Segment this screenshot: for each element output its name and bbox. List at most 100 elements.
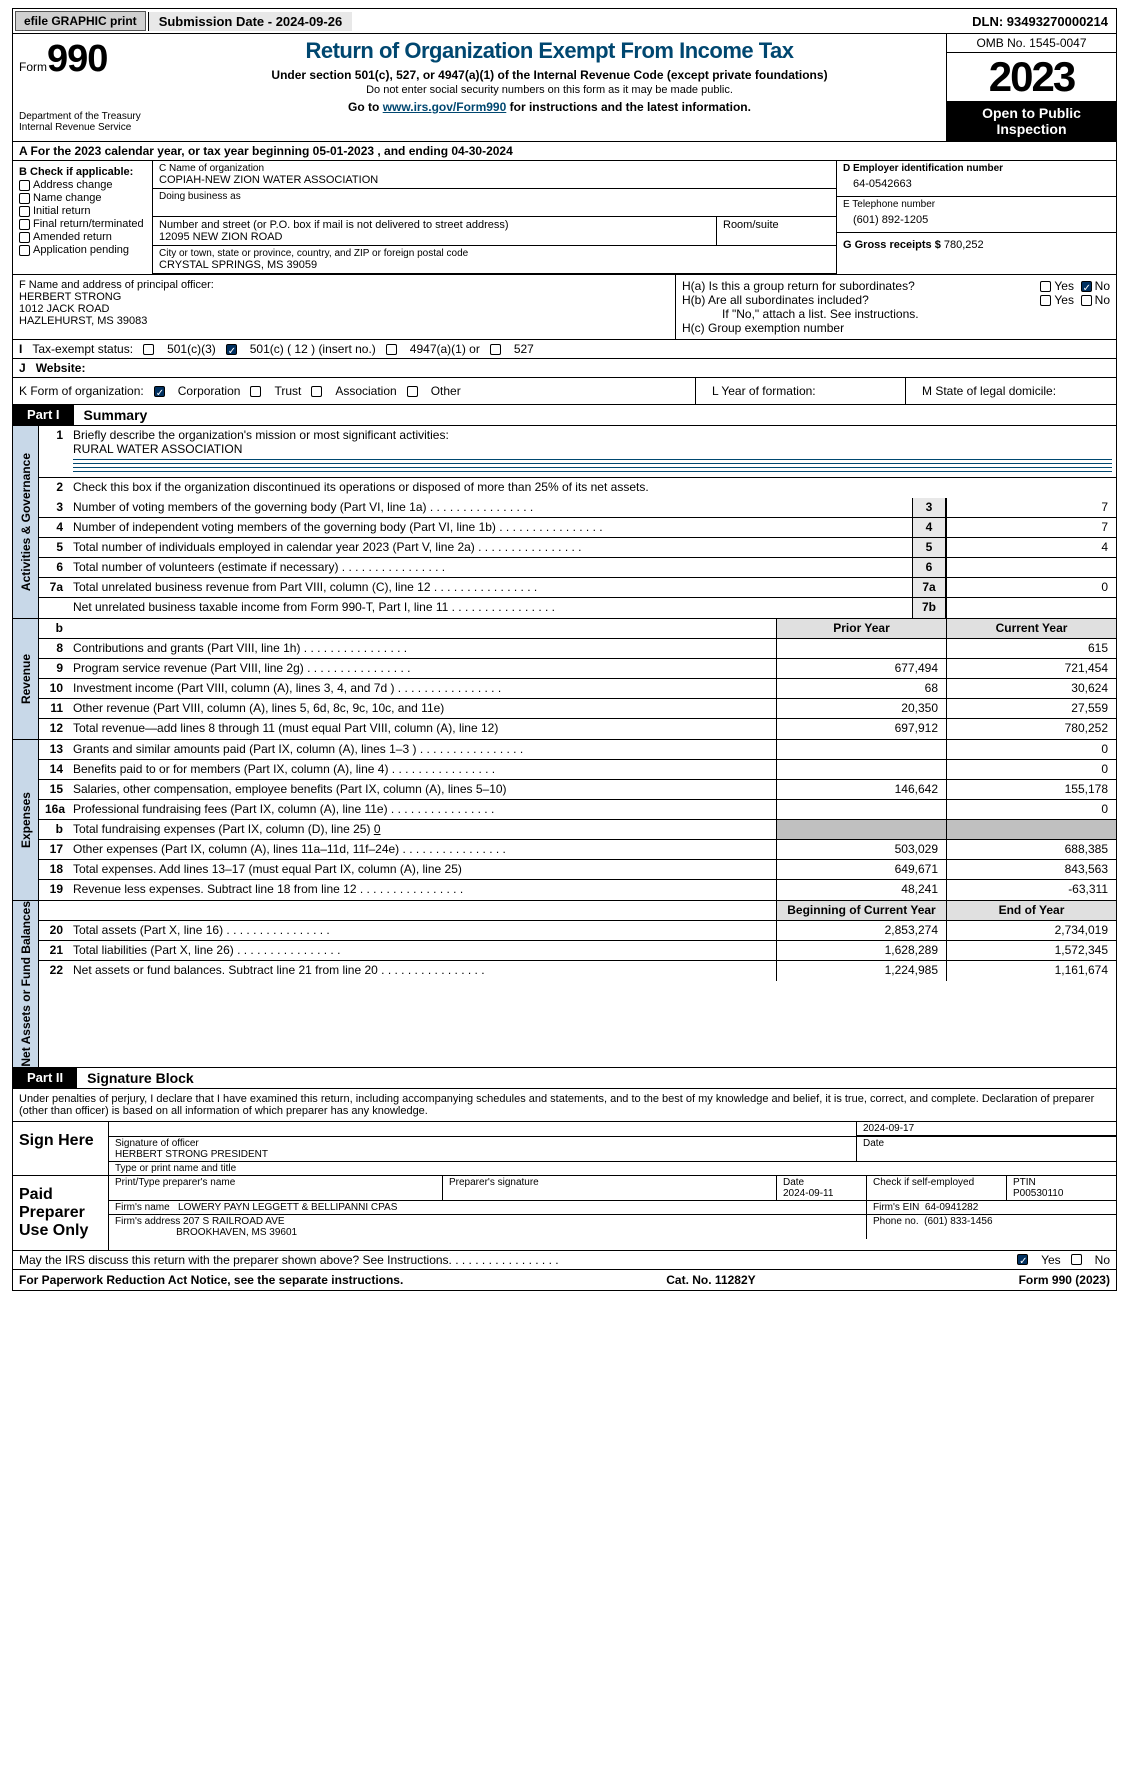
chk-4947[interactable] xyxy=(386,344,397,355)
vlabel-revenue: Revenue xyxy=(13,619,39,739)
I-label: Tax-exempt status: xyxy=(32,342,133,356)
topbar: efile GRAPHIC print Submission Date - 20… xyxy=(12,8,1117,34)
chk-association[interactable] xyxy=(311,386,322,397)
chk-address-change[interactable] xyxy=(19,180,30,191)
chk-Ha-yes[interactable] xyxy=(1040,281,1051,292)
r12p: 697,912 xyxy=(776,719,946,739)
e17p: 503,029 xyxy=(776,840,946,859)
street: 12095 NEW ZION ROAD xyxy=(159,231,710,243)
firm-name: LOWERY PAYN LEGGETT & BELLIPANNI CPAS xyxy=(178,1202,397,1213)
chk-other[interactable] xyxy=(407,386,418,397)
r10c: 30,624 xyxy=(946,679,1116,698)
e15c: 155,178 xyxy=(946,780,1116,799)
chk-corporation[interactable] xyxy=(154,386,165,397)
l1-value: RURAL WATER ASSOCIATION xyxy=(73,442,1112,456)
chk-Hb-no[interactable] xyxy=(1081,295,1092,306)
self-employed-check[interactable]: Check if self-employed xyxy=(866,1176,1006,1200)
chk-Ha-no[interactable] xyxy=(1081,281,1092,292)
ptin: P00530110 xyxy=(1013,1188,1063,1199)
Ha-label: H(a) Is this a group return for subordin… xyxy=(682,279,1040,293)
e14c: 0 xyxy=(946,760,1116,779)
v3: 7 xyxy=(946,498,1116,517)
officer-signature-name: HERBERT STRONG PRESIDENT xyxy=(115,1149,268,1160)
dln: DLN: 93493270000214 xyxy=(964,12,1116,31)
irs-link[interactable]: www.irs.gov/Form990 xyxy=(383,100,507,114)
Hb-label: H(b) Are all subordinates included? xyxy=(682,293,1040,307)
M-label: M State of legal domicile: xyxy=(916,378,1116,404)
form-title: Return of Organization Exempt From Incom… xyxy=(161,38,938,64)
l6: Total number of volunteers (estimate if … xyxy=(69,558,912,577)
city-label: City or town, state or province, country… xyxy=(159,248,830,259)
chk-name-change[interactable] xyxy=(19,193,30,204)
firm-phone: (601) 833-1456 xyxy=(924,1216,992,1227)
page-footer: For Paperwork Reduction Act Notice, see … xyxy=(12,1270,1117,1291)
bcy-hdr: Beginning of Current Year xyxy=(776,901,946,920)
paid-preparer-label: Paid Preparer Use Only xyxy=(13,1176,109,1250)
preparer-date: 2024-09-11 xyxy=(783,1188,833,1199)
org-name: COPIAH-NEW ZION WATER ASSOCIATION xyxy=(159,174,830,186)
tax-year: 2023 xyxy=(947,53,1116,101)
l7a: Total unrelated business revenue from Pa… xyxy=(69,578,912,597)
v7a: 0 xyxy=(946,578,1116,597)
l7b: Net unrelated business taxable income fr… xyxy=(69,598,912,618)
chk-amended[interactable] xyxy=(19,232,30,243)
officer-addr2: HAZLEHURST, MS 39083 xyxy=(19,315,669,327)
efile-print-button[interactable]: efile GRAPHIC print xyxy=(15,11,146,31)
l14: Benefits paid to or for members (Part IX… xyxy=(69,760,776,779)
r9c: 721,454 xyxy=(946,659,1116,678)
prior-year-hdr: Prior Year xyxy=(776,619,946,638)
l11: Other revenue (Part VIII, column (A), li… xyxy=(69,699,776,718)
chk-Hb-yes[interactable] xyxy=(1040,295,1051,306)
E-label: E Telephone number xyxy=(843,199,1110,210)
l16a: Professional fundraising fees (Part IX, … xyxy=(69,800,776,819)
firm-ein: 64-0941282 xyxy=(925,1202,978,1213)
l5: Total number of individuals employed in … xyxy=(69,538,912,557)
dba-label: Doing business as xyxy=(159,191,830,202)
l3: Number of voting members of the governin… xyxy=(69,498,912,517)
chk-final-return[interactable] xyxy=(19,219,30,230)
e18c: 843,563 xyxy=(946,860,1116,879)
dept: Department of the Treasury Internal Reve… xyxy=(19,111,147,133)
J-label: Website: xyxy=(36,361,86,375)
officer-addr1: 1012 JACK ROAD xyxy=(19,303,669,315)
l10: Investment income (Part VIII, column (A)… xyxy=(69,679,776,698)
chk-527[interactable] xyxy=(490,344,501,355)
room-label: Room/suite xyxy=(723,219,830,231)
city: CRYSTAL SPRINGS, MS 39059 xyxy=(159,259,830,271)
chk-501c3[interactable] xyxy=(143,344,154,355)
gross-receipts: 780,252 xyxy=(944,239,984,251)
sig-date: 2024-09-17 xyxy=(856,1122,1116,1136)
r12c: 780,252 xyxy=(946,719,1116,739)
phone: (601) 892-1205 xyxy=(843,210,1110,230)
e19c: -63,311 xyxy=(946,880,1116,900)
e16c: 0 xyxy=(946,800,1116,819)
K-label: K Form of organization: xyxy=(19,384,144,398)
chk-trust[interactable] xyxy=(250,386,261,397)
part-1-header: Part ISummary xyxy=(12,405,1117,426)
paid-preparer-block: Paid Preparer Use Only Print/Type prepar… xyxy=(12,1176,1117,1251)
F-label: F Name and address of principal officer: xyxy=(19,279,669,291)
l19: Revenue less expenses. Subtract line 18 … xyxy=(69,880,776,900)
l1-label: Briefly describe the organization's miss… xyxy=(73,428,1112,442)
n22p: 1,224,985 xyxy=(776,961,946,981)
L-label: L Year of formation: xyxy=(706,378,906,404)
r11p: 20,350 xyxy=(776,699,946,718)
l12: Total revenue—add lines 8 through 11 (mu… xyxy=(69,719,776,739)
v5: 4 xyxy=(946,538,1116,557)
open-inspection: Open to Public Inspection xyxy=(947,101,1116,141)
D-label: D Employer identification number xyxy=(843,163,1110,174)
n21c: 1,572,345 xyxy=(946,941,1116,960)
C-name-label: C Name of organization xyxy=(159,163,830,174)
chk-501c[interactable] xyxy=(226,344,237,355)
v7b xyxy=(946,598,1116,618)
discuss-question: May the IRS discuss this return with the… xyxy=(19,1253,1007,1267)
chk-initial-return[interactable] xyxy=(19,206,30,217)
identity-grid: B Check if applicable: Address change Na… xyxy=(12,161,1117,275)
chk-application-pending[interactable] xyxy=(19,245,30,256)
chk-discuss-yes[interactable] xyxy=(1017,1254,1028,1265)
r9p: 677,494 xyxy=(776,659,946,678)
e17c: 688,385 xyxy=(946,840,1116,859)
r8c: 615 xyxy=(946,639,1116,658)
sign-here-block: Sign Here 2024-09-17 Signature of office… xyxy=(12,1122,1117,1176)
chk-discuss-no[interactable] xyxy=(1071,1254,1082,1265)
